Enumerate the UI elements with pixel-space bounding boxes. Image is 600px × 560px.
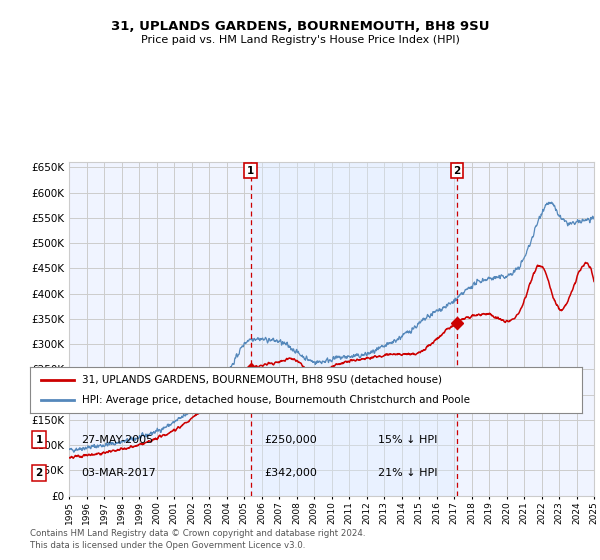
Text: 1: 1 bbox=[35, 435, 43, 445]
Text: Price paid vs. HM Land Registry's House Price Index (HPI): Price paid vs. HM Land Registry's House … bbox=[140, 35, 460, 45]
Text: 27-MAY-2005: 27-MAY-2005 bbox=[81, 435, 153, 445]
Text: 21% ↓ HPI: 21% ↓ HPI bbox=[378, 468, 437, 478]
Text: 2: 2 bbox=[454, 166, 461, 176]
Text: 15% ↓ HPI: 15% ↓ HPI bbox=[378, 435, 437, 445]
Text: £250,000: £250,000 bbox=[264, 435, 317, 445]
Text: 2: 2 bbox=[35, 468, 43, 478]
Text: 03-MAR-2017: 03-MAR-2017 bbox=[81, 468, 156, 478]
Text: HPI: Average price, detached house, Bournemouth Christchurch and Poole: HPI: Average price, detached house, Bour… bbox=[82, 395, 470, 405]
Text: Contains HM Land Registry data © Crown copyright and database right 2024.
This d: Contains HM Land Registry data © Crown c… bbox=[30, 529, 365, 550]
Text: 31, UPLANDS GARDENS, BOURNEMOUTH, BH8 9SU: 31, UPLANDS GARDENS, BOURNEMOUTH, BH8 9S… bbox=[111, 20, 489, 32]
Text: 1: 1 bbox=[247, 166, 254, 176]
Text: £342,000: £342,000 bbox=[264, 468, 317, 478]
Text: 31, UPLANDS GARDENS, BOURNEMOUTH, BH8 9SU (detached house): 31, UPLANDS GARDENS, BOURNEMOUTH, BH8 9S… bbox=[82, 375, 442, 385]
Bar bbox=[251, 162, 457, 496]
